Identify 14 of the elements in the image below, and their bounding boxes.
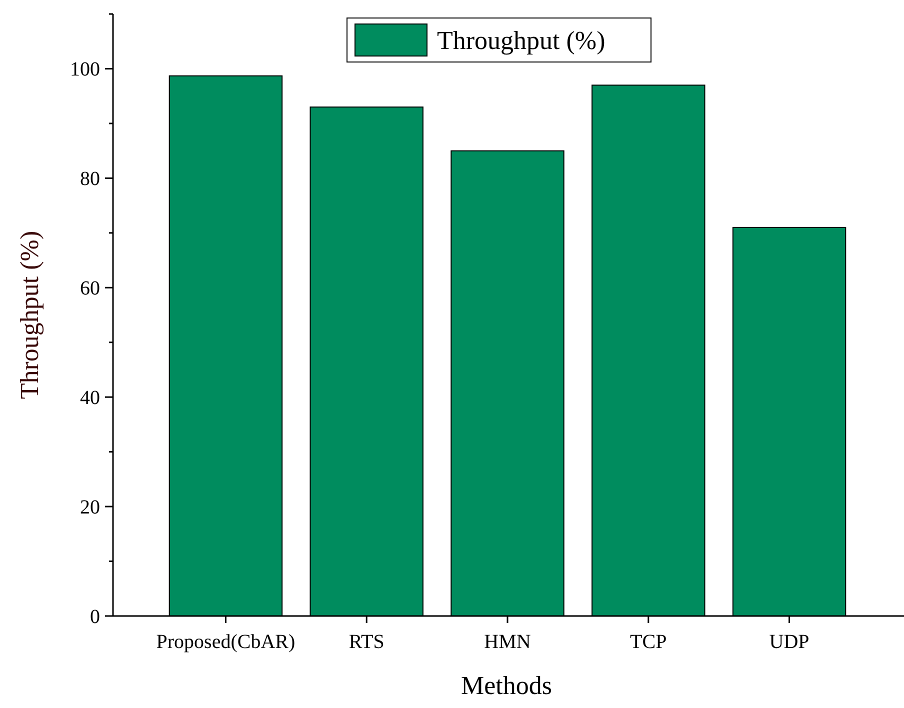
x-tick-label: HMN: [484, 631, 531, 653]
x-tick-label: Proposed(CbAR): [156, 631, 296, 653]
y-tick-label: 60: [80, 278, 100, 300]
y-tick-label: 0: [90, 606, 100, 628]
y-tick-label: 100: [70, 58, 100, 81]
x-tick-label: RTS: [348, 631, 384, 653]
y-tick-label: 80: [80, 168, 100, 190]
y-tick-label: 40: [80, 387, 100, 410]
x-axis-title: Methods: [461, 671, 552, 700]
x-tick-label: UDP: [769, 631, 810, 653]
x-tick-label: TCP: [630, 631, 667, 653]
y-axis-title: Throughput (%): [15, 230, 44, 400]
legend-label: Throughput (%): [437, 26, 606, 56]
y-tick-label: 20: [80, 496, 100, 519]
